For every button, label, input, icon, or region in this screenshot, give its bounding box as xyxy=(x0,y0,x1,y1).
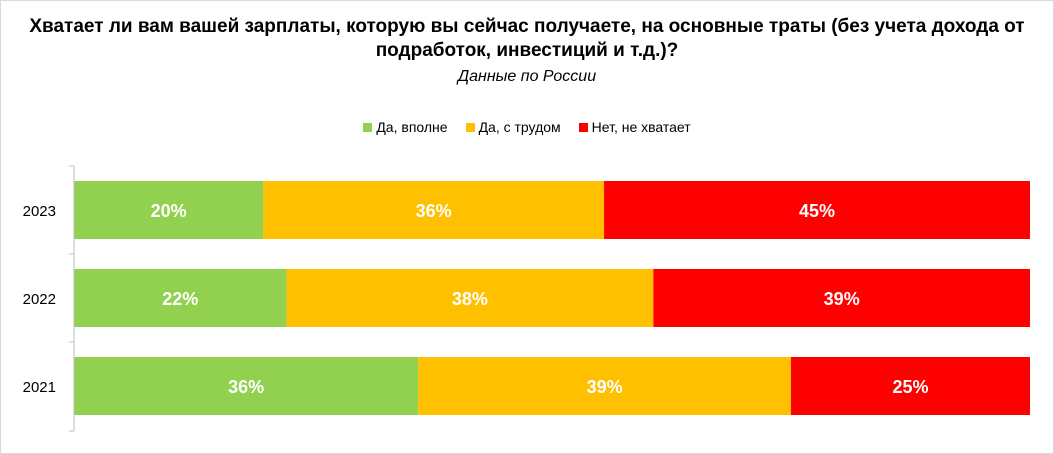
bar-label-2023-series-1: 36% xyxy=(416,201,452,221)
bar-label-2023-series-0: 20% xyxy=(151,201,187,221)
bar-2022-series-2 xyxy=(653,269,1030,327)
bar-label-2022-series-2: 39% xyxy=(824,289,860,309)
bar-2021-series-0 xyxy=(74,357,419,415)
legend-label-fully: Да, вполне xyxy=(376,119,448,135)
bar-label-2021-series-0: 36% xyxy=(228,377,264,397)
legend-swatch-barely xyxy=(465,122,475,132)
bar-2023-series-0 xyxy=(74,181,264,239)
category-label-2023: 2023 xyxy=(23,203,56,220)
legend-swatch-not-enough xyxy=(578,122,588,132)
category-label-2021: 2021 xyxy=(23,379,56,396)
bar-label-2023-series-2: 45% xyxy=(799,201,835,221)
bar-2022-series-0 xyxy=(74,269,287,327)
bar-2023-series-2 xyxy=(604,181,1030,239)
bar-2023-series-1 xyxy=(263,181,605,239)
bar-label-2022-series-1: 38% xyxy=(452,289,488,309)
legend-label-not-enough: Нет, не хватает xyxy=(591,119,691,135)
bar-2021-series-2 xyxy=(791,357,1030,415)
category-label-2022: 2022 xyxy=(23,291,56,308)
legend-item-not-enough: Нет, не хватает xyxy=(578,119,691,135)
legend-label-barely: Да, с трудом xyxy=(478,119,561,135)
bar-label-2022-series-0: 22% xyxy=(162,289,198,309)
bar-label-2021-series-1: 39% xyxy=(587,377,623,397)
bar-2021-series-1 xyxy=(418,357,791,415)
bar-2022-series-1 xyxy=(286,269,654,327)
legend-swatch-fully xyxy=(363,122,373,132)
chart-title: Хватает ли вам вашей зарплаты, которую в… xyxy=(29,16,1025,61)
legend-item-fully: Да, вполне xyxy=(363,119,448,135)
legend-item-barely: Да, с трудом xyxy=(465,119,561,135)
legend: Да, вполне Да, с трудом Нет, не хватает xyxy=(1,119,1053,135)
chart-subtitle: Данные по России xyxy=(457,68,597,85)
bar-label-2021-series-2: 25% xyxy=(892,377,928,397)
